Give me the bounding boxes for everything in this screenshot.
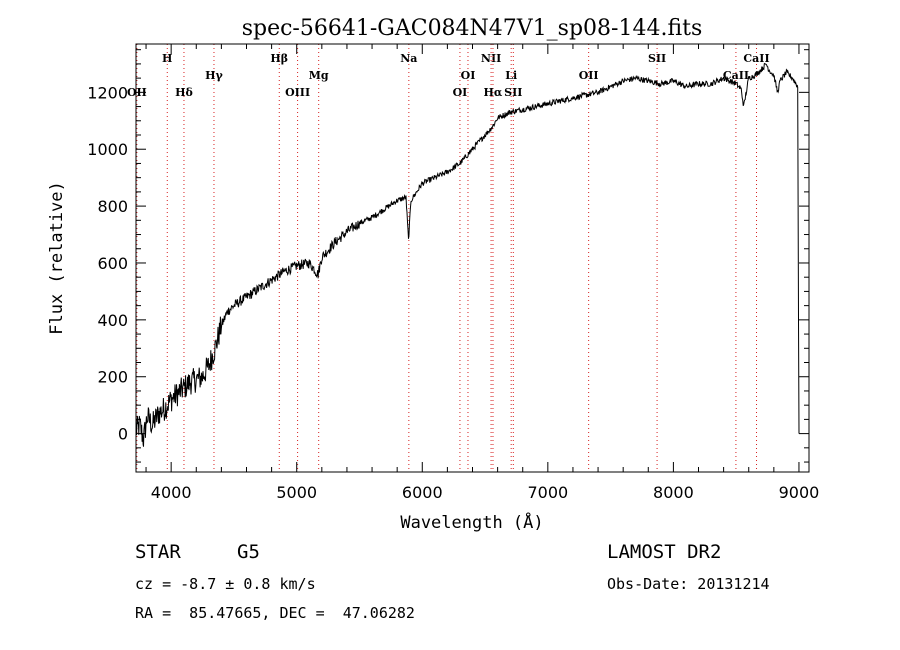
line-marker-label: Hα (484, 86, 503, 99)
y-tick-label: 800 (97, 197, 128, 216)
line-marker-label: Hβ (270, 52, 288, 65)
line-marker-label: CaII (743, 52, 769, 65)
object-subclass: G5 (237, 541, 260, 563)
line-marker-label: OI (453, 86, 468, 99)
y-tick-label: 200 (97, 368, 128, 387)
line-marker-label: NII (481, 52, 501, 65)
y-axis-label: Flux (relative) (47, 181, 67, 335)
x-tick-label: 8000 (653, 483, 694, 502)
line-marker-label: OI (461, 69, 476, 82)
y-tick-label: 600 (97, 254, 128, 273)
chart-title: spec-56641-GAC084N47V1_sp08-144.fits (242, 16, 703, 41)
x-axis-label: Wavelength (Å) (400, 511, 543, 533)
line-marker-label: H (162, 52, 172, 65)
x-tick-label: 9000 (779, 483, 820, 502)
line-marker-label: Mg (309, 69, 329, 82)
line-marker-label: OII (579, 69, 599, 82)
series-layer (135, 62, 800, 447)
line-marker-label: SII (648, 52, 666, 65)
x-tick-label: 7000 (527, 483, 568, 502)
y-tick-label: 0 (118, 425, 128, 444)
line-marker-label: Li (505, 69, 517, 82)
line-marker-label: Hγ (205, 69, 223, 82)
x-tick-label: 5000 (276, 483, 317, 502)
line-marker-label: Na (400, 52, 417, 65)
x-tick-label: 6000 (402, 483, 443, 502)
coordinates-readout: RA = 85.47665, DEC = 47.06282 (135, 604, 415, 622)
y-tick-label: 1200 (87, 83, 128, 102)
plot-frame (135, 43, 810, 473)
line-marker-label: SII (504, 86, 522, 99)
line-markers: OIIHHδHγHβOIIIMgNaOIOINIIHαLiSIIOIISIICa… (127, 44, 770, 472)
y-tick-label: 400 (97, 311, 128, 330)
axis-ticks: 4000 5000 6000 7000 8000 9000 0 200 400 600 800 100… (87, 44, 819, 502)
line-marker-label: CaII (723, 69, 749, 82)
survey-name: LAMOST DR2 (607, 541, 722, 563)
x-tick-label: 4000 (151, 483, 192, 502)
y-tick-label: 1000 (87, 140, 128, 159)
object-class: STAR (135, 541, 181, 563)
line-marker-label: OIII (285, 86, 310, 99)
spectrum-series-line (135, 62, 800, 447)
line-marker-label: Hδ (175, 86, 193, 99)
redshift-readout: cz = -8.7 ± 0.8 km/s (135, 575, 316, 593)
observation-date: Obs-Date: 20131214 (607, 575, 770, 593)
